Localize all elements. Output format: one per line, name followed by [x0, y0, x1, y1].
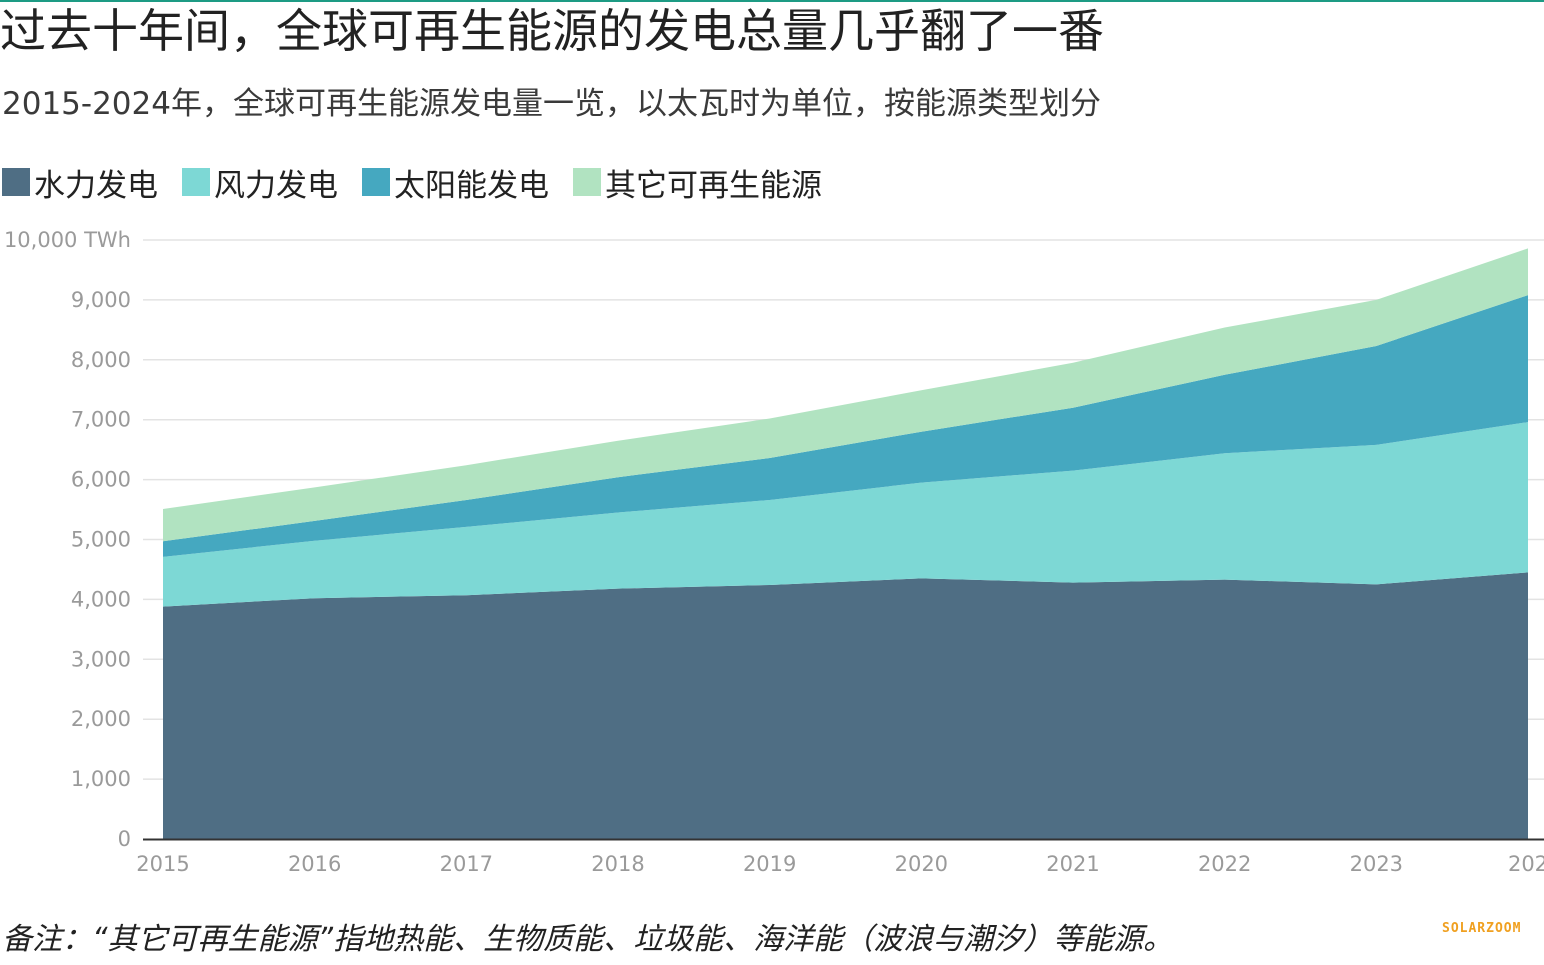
y-tick-label: 10,000 TWh [4, 228, 131, 252]
x-tick-label: 202 [1508, 852, 1544, 876]
y-tick-label: 0 [118, 827, 131, 851]
x-tick-label: 2015 [136, 852, 189, 876]
legend-item-wind: 风力发电 [182, 160, 338, 205]
legend-swatch-solar [362, 168, 390, 196]
x-tick-label: 2017 [440, 852, 493, 876]
y-tick-label: 3,000 [71, 647, 131, 671]
footnote: 备注：“其它可再生能源”指地热能、生物质能、垃圾能、海洋能（波浪与潮汐）等能源。 [2, 922, 1174, 957]
legend-swatch-wind [182, 168, 210, 196]
legend: 水力发电 风力发电 太阳能发电 其它可再生能源 [2, 160, 846, 204]
area-series-1 [163, 422, 1528, 607]
legend-label-hydro: 水力发电 [34, 167, 158, 204]
y-tick-label: 2,000 [71, 707, 131, 731]
x-tick-label: 2022 [1198, 852, 1251, 876]
y-tick-label: 9,000 [71, 288, 131, 312]
chart-subtitle: 2015-2024年，全球可再生能源发电量一览，以太瓦时为单位，按能源类型划分 [2, 86, 1101, 122]
y-tick-label: 7,000 [71, 408, 131, 432]
legend-swatch-other [573, 168, 601, 196]
x-tick-label: 2021 [1046, 852, 1099, 876]
top-accent-line [0, 0, 1544, 2]
x-tick-label: 2023 [1350, 852, 1403, 876]
legend-item-solar: 太阳能发电 [362, 160, 549, 205]
legend-label-other: 其它可再生能源 [605, 167, 822, 204]
legend-swatch-hydro [2, 168, 30, 196]
x-tick-label: 2018 [591, 852, 644, 876]
x-tick-label: 2019 [743, 852, 796, 876]
y-tick-label: 1,000 [71, 767, 131, 791]
x-tick-label: 2020 [895, 852, 948, 876]
y-tick-label: 5,000 [71, 528, 131, 552]
legend-label-wind: 风力发电 [214, 167, 338, 204]
legend-label-solar: 太阳能发电 [394, 167, 549, 204]
axes: 0 1,000 2,000 3,000 4,000 5,000 6,000 7,000 8,00… [4, 228, 1544, 876]
y-tick-label: 4,000 [71, 587, 131, 611]
legend-item-hydro: 水力发电 [2, 160, 158, 205]
chart-title: 过去十年间，全球可再生能源的发电总量几乎翻了一番 [0, 4, 1104, 58]
y-tick-label: 6,000 [71, 468, 131, 492]
area-series-3 [163, 248, 1528, 542]
x-tick-label: 2016 [288, 852, 341, 876]
y-tick-label: 8,000 [71, 348, 131, 372]
area-series [163, 248, 1528, 839]
area-series-0 [163, 572, 1528, 839]
source-logo: SOLARZOOM [1442, 921, 1522, 936]
area-series-2 [163, 295, 1528, 557]
legend-item-other: 其它可再生能源 [573, 160, 822, 205]
